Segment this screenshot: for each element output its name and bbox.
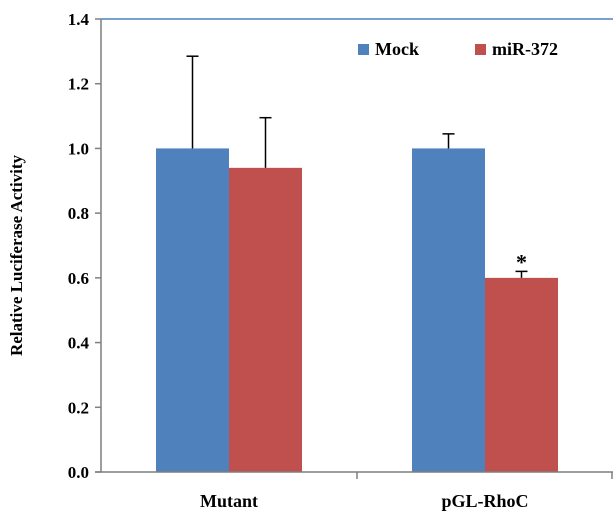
annotations: * [516,249,527,274]
y-tick-label: 1.0 [68,139,89,158]
significance-marker: * [516,249,527,274]
bar-mock [412,148,485,472]
category-label: pGL-RhoC [441,491,528,511]
y-tick-label: 0.6 [68,269,89,288]
bars [156,148,558,473]
legend: Mock miR-372 [358,39,558,59]
bar-mir-372 [485,277,558,472]
legend-swatch [475,44,486,55]
y-axis-label: Relative Luciferase Activity [7,154,26,356]
y-tick-label: 0.2 [68,398,89,417]
y-tick-label: 0.8 [68,204,89,223]
y-axis-ticks: 0.0 0.2 0.4 0.6 0.8 1.0 1.2 1.4 [68,10,101,482]
y-tick-label: 0.0 [68,463,89,482]
y-tick-label: 0.4 [68,334,90,353]
bar-mock [156,148,229,472]
x-axis-ticks [356,472,613,479]
y-tick-label: 1.2 [68,75,89,94]
legend-label: Mock [375,39,419,59]
category-labels: Mutant pGL-RhoC [200,491,529,511]
legend-label: miR-372 [492,39,558,59]
category-label: Mutant [200,491,258,511]
legend-swatch [358,44,369,55]
bar-mir-372 [229,167,302,473]
error-bars [186,55,528,278]
y-tick-label: 1.4 [68,10,90,29]
